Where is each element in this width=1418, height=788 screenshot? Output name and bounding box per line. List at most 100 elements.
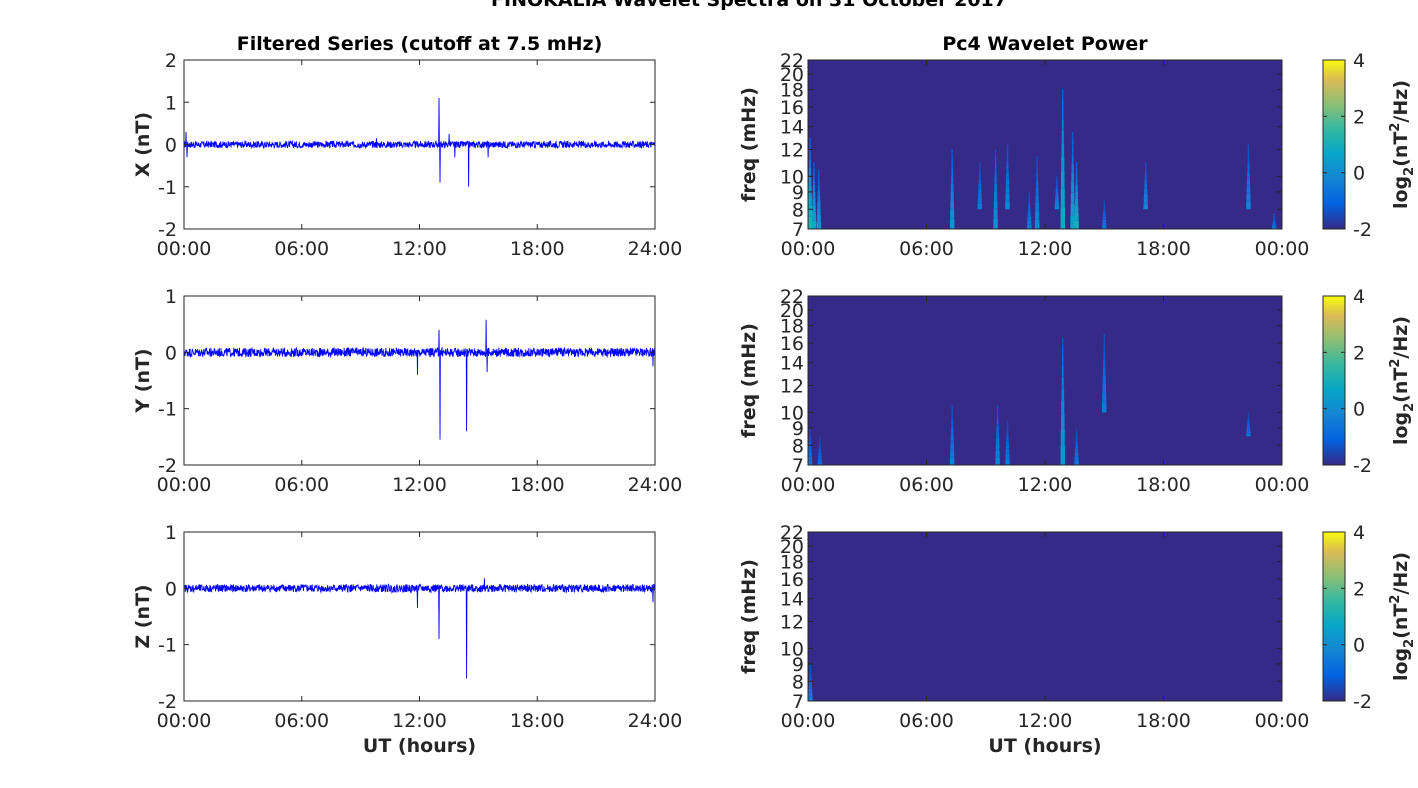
y-tick-label: 9 — [792, 418, 804, 440]
heatmap-cell — [1074, 452, 1079, 457]
heatmap-cell — [1070, 203, 1075, 216]
heatmap-cell — [1070, 192, 1075, 204]
heatmap-cell — [1273, 217, 1275, 220]
heatmap-cell — [1061, 388, 1065, 402]
x-tick-label: 18:00 — [1136, 710, 1191, 732]
heatmap-cell — [818, 169, 820, 175]
y-tick-label: 10 — [780, 402, 804, 424]
heatmap-cell — [1071, 155, 1074, 164]
heatmap-cell — [809, 663, 812, 668]
heatmap-cell — [995, 450, 1000, 458]
heatmap-cell — [809, 670, 812, 675]
x-axis-label: UT (hours) — [988, 735, 1101, 757]
heatmap-cell — [1005, 179, 1010, 187]
x-tick-label: 12:00 — [392, 474, 447, 496]
x-tick-label: 06:00 — [274, 238, 329, 260]
heatmap-cell — [812, 191, 816, 199]
heatmap-cell — [1028, 202, 1031, 206]
x-tick-label: 24:00 — [628, 238, 683, 260]
heatmap-cell — [817, 202, 821, 209]
heatmap-cell — [1028, 205, 1031, 210]
y-tick-label: 14 — [780, 117, 804, 139]
heatmap-cell — [977, 203, 983, 210]
colorbar-tick-label: 0 — [1353, 163, 1365, 185]
heatmap-cell — [1102, 375, 1106, 385]
heatmap-cell — [996, 420, 999, 427]
heatmap-cell — [950, 432, 954, 439]
heatmap-cell — [1006, 143, 1009, 149]
heatmap-cell — [951, 155, 953, 163]
heatmap-background — [808, 532, 1282, 701]
heatmap-cell — [1054, 202, 1059, 206]
colorbar-tick-label: 4 — [1353, 286, 1365, 308]
heatmap-cell — [1075, 441, 1078, 446]
heatmap-cell — [818, 179, 820, 185]
heatmap-cell — [950, 183, 954, 192]
y-tick-label: 1 — [165, 92, 177, 114]
series-panel-z: -2 -1 0 1 00:00 06:00 12:00 18:00 24:00 Z (nT) UT … — [132, 522, 682, 757]
heatmap-cell — [809, 438, 811, 442]
heatmap-cell — [977, 198, 982, 204]
heatmap-cell — [1062, 89, 1064, 99]
heatmap-cell — [1102, 213, 1106, 217]
x-tick-label: 12:00 — [392, 238, 447, 260]
heatmap-cell — [816, 214, 821, 222]
heatmap-cell — [994, 176, 997, 184]
heatmap-cell — [1055, 185, 1058, 189]
y-tick-label: 10 — [780, 638, 804, 660]
x-tick-label: 18:00 — [1136, 474, 1191, 496]
heatmap-cell — [818, 452, 822, 456]
heatmap-cell — [809, 159, 811, 168]
heatmap-cell — [808, 167, 812, 177]
y-tick-label: 20 — [780, 300, 804, 322]
y-tick-label: -1 — [158, 177, 177, 199]
x-tick-label: 12:00 — [392, 710, 447, 732]
x-tick-label: 00:00 — [157, 474, 212, 496]
y-tick-label: 12 — [780, 139, 804, 161]
heatmap-cell — [1036, 161, 1038, 168]
heatmap-cell — [1035, 195, 1039, 203]
heatmap-cell — [1272, 224, 1276, 226]
heatmap-cell — [811, 220, 817, 229]
heatmap-cell — [1272, 220, 1276, 223]
x-tick-label: 12:00 — [1018, 238, 1073, 260]
heatmap-cell — [1075, 431, 1078, 435]
y-tick-label: 8 — [792, 671, 804, 693]
heatmap-cell — [1246, 179, 1250, 187]
heatmap-cell — [1062, 338, 1064, 348]
heatmap-cell — [808, 176, 812, 186]
heatmap-cell — [950, 438, 954, 445]
colorbar-tick-label: 2 — [1353, 578, 1365, 600]
x-tick-label: 06:00 — [899, 474, 954, 496]
heatmap-cell — [811, 213, 816, 221]
heatmap-cell — [1144, 170, 1147, 175]
heatmap-cell — [979, 166, 981, 171]
x-tick-label: 06:00 — [274, 710, 329, 732]
heatmap-cell — [994, 183, 997, 192]
heatmap-cell — [1061, 130, 1064, 144]
heatmap-cell — [1144, 174, 1147, 180]
heatmap-cell — [1074, 460, 1079, 465]
heatmap-cell — [809, 674, 812, 678]
heatmap-cell — [812, 205, 816, 214]
heatmap-cell — [818, 444, 821, 448]
heatmap-cell — [1103, 208, 1106, 212]
heatmap-cell — [950, 450, 955, 458]
heatmap-cell — [1247, 148, 1250, 155]
y-tick-label: -1 — [158, 399, 177, 421]
heatmap-cell — [1246, 433, 1251, 437]
heatmap-cell — [978, 193, 982, 199]
heatmap-cell — [1102, 393, 1107, 403]
x-tick-label: 00:00 — [1255, 474, 1310, 496]
heatmap-cell — [1060, 207, 1066, 229]
heatmap-cell — [809, 434, 811, 439]
heatmap-cell — [808, 185, 812, 196]
heatmap-cell — [950, 200, 954, 210]
x-tick-label: 00:00 — [781, 238, 836, 260]
colorbar-gradient — [1322, 531, 1346, 702]
heatmap-cell — [1005, 445, 1010, 450]
heatmap-cell — [807, 205, 812, 217]
heatmap-cell — [817, 184, 820, 191]
heatmap-cell — [1054, 205, 1060, 210]
